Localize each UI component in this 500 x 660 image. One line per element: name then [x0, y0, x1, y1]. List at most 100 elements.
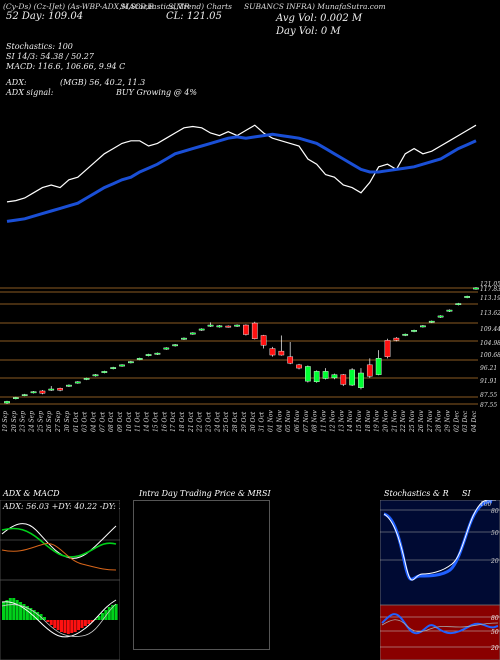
stoch-tick-80: 80 — [491, 508, 499, 515]
macd-histogram-bar — [70, 620, 74, 633]
macd-histogram-bar — [107, 607, 111, 620]
date-label: 14 Nov — [347, 410, 354, 432]
macd-histogram-bar — [15, 600, 19, 620]
rsi-tick-80: 80 — [491, 615, 499, 622]
candle-body — [260, 335, 267, 346]
date-label: 07 Nov — [303, 410, 310, 432]
candle-body — [66, 384, 72, 387]
rsi-signal-line — [381, 619, 499, 633]
price-grid — [0, 287, 478, 405]
candle-body — [455, 303, 462, 306]
date-label: 04 Nov — [276, 410, 283, 432]
date-label: 02 Dec — [453, 410, 460, 432]
header-line-1: (Cy-Ds) (Cz-IJet) (As-WBP-ADX,MACD,B — [3, 2, 154, 11]
candle-body — [402, 333, 409, 336]
candle-body — [163, 347, 170, 350]
date-label: 11 Nov — [321, 410, 328, 432]
candle-body — [21, 394, 28, 396]
macd-histogram-bar — [104, 610, 108, 620]
date-label: 29 Nov — [444, 410, 451, 433]
candle-body — [349, 369, 355, 386]
date-label: 09 Oct — [117, 411, 124, 432]
close-price: CL: 121.05 — [166, 11, 222, 22]
candle-body — [57, 388, 63, 391]
macd-histogram-bar — [22, 604, 26, 620]
intraday-panel-si: SI — [262, 489, 271, 498]
price-level-label: 104.98 — [480, 340, 500, 347]
price-level-label: 91.91 — [480, 378, 497, 385]
date-label: 27 Nov — [427, 410, 434, 433]
date-label: 22 Nov — [400, 410, 407, 433]
date-label: 01 Oct — [73, 411, 80, 432]
date-label: 04 Oct — [90, 411, 97, 432]
header-line-1d: SUBANCS INFRA) MunafaSutra.com — [244, 2, 386, 11]
rsi-panel: 80 50 20 — [380, 605, 500, 660]
macd-histogram-bar — [53, 620, 57, 628]
candle-body — [12, 397, 19, 399]
date-label: 24 Sep — [29, 411, 36, 433]
candle-body — [331, 374, 338, 379]
date-label: 01 Nov — [267, 410, 274, 432]
macd-histogram-bar — [46, 620, 50, 622]
date-label: 10 Oct — [126, 411, 133, 432]
candle-body — [340, 374, 347, 385]
date-label: 30 Sep — [64, 411, 71, 432]
adx-panel: ADX: 56.03 +DY: 40.22 -DY: 11.33 — [0, 500, 120, 580]
stochastics-panel: 80 50 20 100 — [380, 500, 500, 605]
candle-body — [473, 287, 479, 290]
date-label: 30 Oct — [250, 411, 257, 432]
date-label: 03 Oct — [82, 411, 89, 432]
candle-body — [305, 366, 311, 382]
date-label: 14 Oct — [144, 411, 151, 432]
candle-body — [181, 337, 187, 340]
macd-histogram-bar — [8, 598, 12, 620]
macd-signal-line — [1, 603, 117, 637]
price-level-label: 113.62 — [480, 310, 500, 317]
date-label: 20 Sep — [11, 411, 18, 433]
date-label: 23 Sep — [20, 411, 27, 433]
candle-body — [74, 381, 81, 384]
candle-body — [48, 388, 55, 391]
candle-body — [101, 371, 108, 373]
macd-histogram-bar — [97, 616, 101, 620]
date-label: 24 Oct — [214, 411, 221, 433]
macd-histogram-bar — [83, 620, 87, 626]
stoch-tick-20: 20 — [490, 558, 499, 565]
macd-histogram-bar — [32, 610, 36, 620]
macd-histogram-bar — [42, 617, 46, 620]
price-level-label: 121.05 — [480, 281, 500, 288]
adx-macd-panel-title: ADX & MACD — [3, 489, 60, 498]
candle-body — [172, 344, 178, 347]
candle-body — [189, 332, 196, 335]
adx-values: (MGB) 56, 40.2, 11.3 — [60, 78, 146, 87]
stoch-tick-50: 50 — [491, 530, 499, 537]
macd-line — [1, 599, 117, 638]
date-label: 12 Nov — [329, 410, 336, 432]
macd-histogram-bar — [73, 620, 77, 632]
date-label: 18 Nov — [365, 410, 372, 432]
price-level-label: 117.83 — [480, 286, 500, 293]
date-label: 26 Sep — [46, 411, 53, 433]
date-label: 15 Oct — [152, 411, 159, 432]
candle-body — [216, 325, 223, 328]
price-level-label: 109.44 — [480, 326, 500, 333]
macd-panel — [0, 580, 120, 660]
date-label: 18 Oct — [179, 411, 186, 432]
candle-body — [30, 391, 37, 394]
date-label: 19 Sep — [2, 411, 9, 432]
date-label: 13 Nov — [338, 410, 345, 432]
candle-body — [446, 309, 453, 312]
date-label: 07 Oct — [99, 411, 106, 432]
price-level-label: 96.21 — [480, 365, 497, 372]
date-label: 28 Nov — [436, 410, 443, 433]
candle-body — [110, 367, 117, 369]
date-label: 08 Oct — [108, 411, 115, 432]
candle-body — [251, 322, 258, 339]
date-label: 21 Nov — [391, 410, 398, 433]
header-line-1c: SI,Trend) Charts — [168, 2, 232, 11]
macd-histogram-bar — [25, 606, 29, 620]
date-label: 29 Oct — [241, 411, 248, 433]
macd-histogram-bar — [19, 602, 23, 620]
